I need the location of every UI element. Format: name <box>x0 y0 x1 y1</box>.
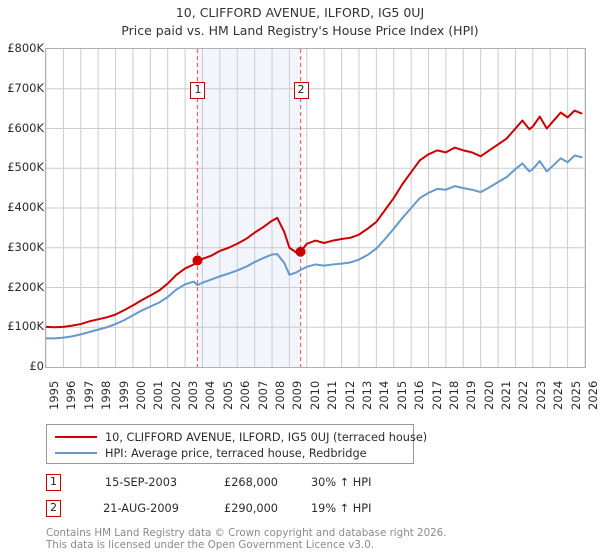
chart-subtitle: Price paid vs. HM Land Registry's House … <box>121 23 479 38</box>
x-axis-tick-label: 2011 <box>325 380 340 410</box>
legend-color-swatch <box>55 452 97 454</box>
x-axis-tick-label: 2005 <box>220 380 235 410</box>
transaction-date: 21-AUG-2009 <box>103 502 179 515</box>
transaction-date: 15-SEP-2003 <box>104 476 178 489</box>
x-axis-tick-label: 1999 <box>116 380 131 410</box>
x-axis-tick-label: 2024 <box>551 380 566 410</box>
x-axis-tick-label: 2007 <box>255 380 270 410</box>
x-axis-tick-label: 1995 <box>47 380 61 410</box>
x-axis-tick-label: 2008 <box>273 380 288 410</box>
legend-color-swatch <box>55 436 97 438</box>
x-axis-tick-label: 2026 <box>586 380 600 410</box>
x-axis-tick-label: 1998 <box>99 380 114 410</box>
chart-legend: 10, CLIFFORD AVENUE, ILFORD, IG5 0UJ (te… <box>46 424 427 464</box>
y-axis-tick-label: £400K <box>7 200 44 214</box>
x-axis-tick-label: 2015 <box>394 380 409 410</box>
legend-item-property[interactable]: 10, CLIFFORD AVENUE, ILFORD, IG5 0UJ (te… <box>47 429 427 445</box>
y-axis-tick-label: £700K <box>7 80 44 95</box>
x-axis-tick-label: 2006 <box>238 380 253 410</box>
x-axis-tick-label: 2016 <box>412 380 427 410</box>
transaction-price: £268,000 <box>224 476 278 489</box>
x-axis-tick-label: 2013 <box>359 380 374 410</box>
transaction-hpi-delta: 19% ↑ HPI <box>311 502 372 515</box>
x-axis-tick-label: 2019 <box>464 380 479 410</box>
transaction-point[interactable] <box>295 246 306 257</box>
x-axis-tick-label: 2021 <box>499 380 514 410</box>
legend-label: HPI: Average price, terraced house, Redb… <box>105 446 367 460</box>
transaction-badge-1[interactable]: 1 <box>46 474 61 491</box>
x-axis-tick-label: 2017 <box>429 380 444 410</box>
transactions-table: 1 15-SEP-2003 £268,000 30% ↑ HPI 2 21-AUG-200… <box>46 472 466 524</box>
x-axis-tick-label: 2022 <box>516 380 531 410</box>
y-axis-tick-label: £300K <box>7 239 44 254</box>
legend-label: 10, CLIFFORD AVENUE, ILFORD, IG5 0UJ (te… <box>105 430 428 444</box>
x-axis-tick-label: 2014 <box>377 380 392 410</box>
y-axis-tick-label: £500K <box>7 160 44 175</box>
footer-line-1: Contains HM Land Registry data © Crown c… <box>46 527 447 539</box>
x-axis-tick-label: 2004 <box>203 380 218 410</box>
table-row[interactable]: 2 21-AUG-2009 £290,000 19% ↑ HPI <box>46 498 466 524</box>
y-axis-tick-label: £800K <box>7 41 44 55</box>
x-axis-tick-label: 2020 <box>481 380 496 410</box>
footer-line-2: This data is licensed under the Open Gov… <box>46 538 375 551</box>
title-block: 10, CLIFFORD AVENUE, ILFORD, IG5 0UJ Pri… <box>0 4 600 40</box>
chart-marker-badge-2[interactable]: 2 <box>293 82 309 99</box>
chart-marker-badge-1[interactable]: 1 <box>190 82 206 99</box>
y-axis-tick-label: £100K <box>7 319 44 334</box>
chart-svg <box>46 49 585 367</box>
x-axis-tick-label: 2023 <box>533 380 548 410</box>
series-line-hpi <box>46 154 583 340</box>
transaction-badge-2[interactable]: 2 <box>46 500 61 517</box>
x-axis-tick-label: 2009 <box>290 380 305 410</box>
x-axis-tick-label: 2012 <box>342 380 357 410</box>
table-row[interactable]: 1 15-SEP-2003 £268,000 30% ↑ HPI <box>46 472 466 498</box>
x-axis-tick-label: 2018 <box>446 380 461 410</box>
page-title: 10, CLIFFORD AVENUE, ILFORD, IG5 0UJ <box>175 5 425 20</box>
legend-item-hpi[interactable]: HPI: Average price, terraced house, Redb… <box>47 445 413 461</box>
x-axis-tick-label: 2001 <box>151 380 166 410</box>
x-axis-tick-label: 1996 <box>64 380 79 410</box>
x-axis-tick-label: 2002 <box>168 380 183 410</box>
x-axis-tick-label: 2003 <box>186 380 201 410</box>
y-axis-tick-label: £0 <box>29 359 44 373</box>
footer: Contains HM Land Registry data © Crown c… <box>46 527 586 551</box>
transaction-point[interactable] <box>192 255 203 266</box>
x-axis-tick-label: 2010 <box>307 380 322 410</box>
x-axis-tick-label: 2000 <box>133 380 148 410</box>
y-axis-tick-label: £600K <box>7 120 44 135</box>
x-axis-tick-label: 1997 <box>81 380 96 410</box>
x-axis-tick-label: 2025 <box>568 380 583 410</box>
series-line-property <box>46 109 583 329</box>
x-axis: 1995 1996 1997 1998 1999 2000 2001 2002 2003 2004… <box>45 372 600 412</box>
transaction-hpi-delta: 30% ↑ HPI <box>311 476 372 489</box>
transaction-price: £290,000 <box>224 502 278 515</box>
y-axis-tick-label: £200K <box>7 279 44 294</box>
